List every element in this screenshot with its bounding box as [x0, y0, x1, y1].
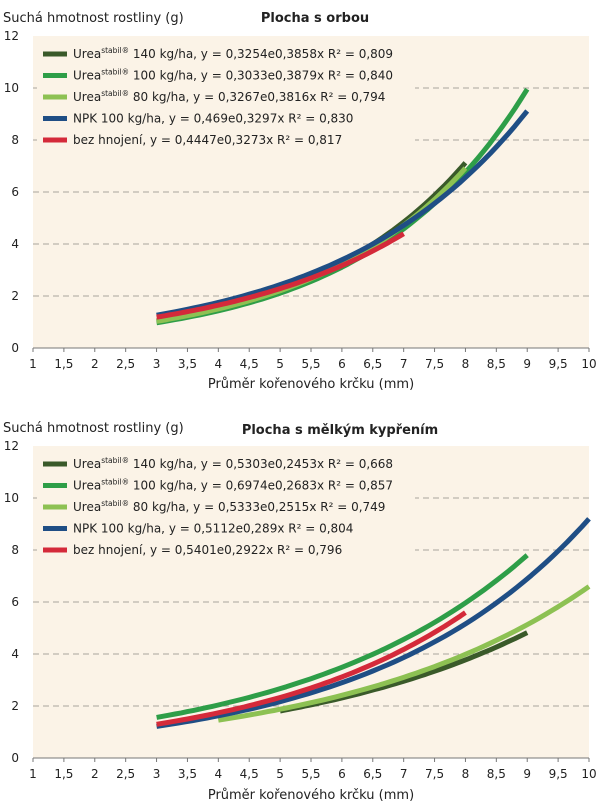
legend-entry: Ureastabil® 100 kg/ha, y = 0,6974e0,2683… [73, 478, 393, 493]
x-tick-label: 10 [581, 357, 596, 371]
y-tick-label: 12 [4, 29, 19, 43]
x-tick-label: 2 [91, 767, 99, 781]
x-tick-label: 2,5 [116, 767, 135, 781]
y-axis-label: Suchá hmotnost rostliny (g) [3, 11, 184, 26]
y-tick-label: 0 [11, 341, 19, 355]
y-axis-label: Suchá hmotnost rostliny (g) [3, 421, 184, 436]
x-tick-label: 7 [400, 767, 408, 781]
y-tick-label: 10 [4, 81, 19, 95]
y-tick-label: 8 [11, 543, 19, 557]
legend: Ureastabil® 140 kg/ha, y = 0,5303e0,2453… [37, 452, 415, 564]
x-tick-label: 5,5 [301, 767, 320, 781]
x-axis-label: Průměr kořenového krčku (mm) [208, 788, 414, 803]
x-tick-label: 5 [276, 767, 284, 781]
legend-entry: Ureastabil® 80 kg/ha, y = 0,3267e0,3816x… [73, 89, 385, 104]
x-tick-label: 6 [338, 357, 346, 371]
series-line-4 [156, 517, 591, 729]
x-tick-label: 7 [400, 357, 408, 371]
x-tick-label: 6 [338, 767, 346, 781]
x-tick-label: 3 [153, 767, 161, 781]
x-tick-label: 9,5 [549, 767, 568, 781]
x-tick-label: 8,5 [487, 767, 506, 781]
y-tick-label: 12 [4, 439, 19, 453]
x-tick-label: 1,5 [54, 357, 73, 371]
x-tick-label: 6,5 [363, 357, 382, 371]
legend-entry: NPK 100 kg/ha, y = 0,5112e0,289x R² = 0,… [73, 522, 353, 536]
x-tick-label: 1 [29, 357, 37, 371]
x-tick-label: 7,5 [425, 357, 444, 371]
x-tick-label: 9,5 [549, 357, 568, 371]
legend-entry: Ureastabil® 140 kg/ha, y = 0,5303e0,2453… [73, 456, 393, 471]
x-tick-label: 2,5 [116, 357, 135, 371]
chart-1: 0 2 4 6 8 10 12 1 1,5 2 2,5 3 3,5 4 4,5 5 5,5 6 6,5 7 7,5 8 8,… [3, 11, 597, 392]
x-tick-label: 9 [523, 767, 531, 781]
series-line-5 [156, 610, 467, 727]
legend-entry: bez hnojení, y = 0,5401e0,2922x R² = 0,7… [73, 543, 342, 557]
x-tick-label: 9 [523, 357, 531, 371]
x-tick-label: 3 [153, 357, 161, 371]
legend-entry: Ureastabil® 80 kg/ha, y = 0,5333e0,2515x… [73, 499, 385, 514]
x-tick-label: 1,5 [54, 767, 73, 781]
x-axis-label: Průměr kořenového krčku (mm) [208, 377, 414, 392]
legend-entry: NPK 100 kg/ha, y = 0,469e0,3297x R² = 0,… [73, 112, 353, 126]
x-tick-label: 4 [215, 357, 223, 371]
x-tick-label: 5 [276, 357, 284, 371]
y-tick-label: 2 [11, 699, 19, 713]
series-line-4 [156, 109, 530, 318]
x-tick-label: 3,5 [178, 357, 197, 371]
legend-background [37, 42, 415, 154]
series-line-2 [156, 553, 529, 720]
y-tick-label: 4 [11, 237, 19, 251]
x-tick-label: 4,5 [240, 357, 259, 371]
x-tick-label: 3,5 [178, 767, 197, 781]
legend-background [37, 452, 415, 564]
x-tick-label: 6,5 [363, 767, 382, 781]
x-tick-label: 8,5 [487, 357, 506, 371]
legend-entry: bez hnojení, y = 0,4447e0,3273x R² = 0,8… [73, 133, 342, 147]
x-tick-label: 8 [462, 357, 470, 371]
legend: Ureastabil® 140 kg/ha, y = 0,3254e0,3858… [37, 42, 415, 154]
chart-title: Plocha s orbou [261, 11, 369, 26]
y-tick-label: 6 [11, 185, 19, 199]
chart-2: 0 2 4 6 8 10 12 1 1,5 2 2,5 3 3,5 4 4,5 5 5,5 6 6,5 7 7,5 8 8,… [3, 421, 597, 803]
x-tick-label: 5,5 [301, 357, 320, 371]
y-tick-label: 0 [11, 751, 19, 765]
y-tick-label: 8 [11, 133, 19, 147]
x-tick-label: 7,5 [425, 767, 444, 781]
legend-entry: Ureastabil® 100 kg/ha, y = 0,3033e0,3879… [73, 68, 393, 83]
x-tick-label: 4 [215, 767, 223, 781]
x-tick-label: 4,5 [240, 767, 259, 781]
x-tick-label: 2 [91, 357, 99, 371]
series-line-5 [156, 231, 405, 320]
y-tick-label: 10 [4, 491, 19, 505]
series-line-3 [217, 584, 591, 723]
legend-entry: Ureastabil® 140 kg/ha, y = 0,3254e0,3858… [73, 46, 393, 61]
x-tick-label: 1 [29, 767, 37, 781]
x-tick-label: 10 [581, 767, 596, 781]
chart-title: Plocha s mělkým kypřením [242, 423, 438, 438]
y-tick-label: 4 [11, 647, 19, 661]
y-tick-label: 2 [11, 289, 19, 303]
x-tick-label: 8 [462, 767, 470, 781]
y-tick-label: 6 [11, 595, 19, 609]
